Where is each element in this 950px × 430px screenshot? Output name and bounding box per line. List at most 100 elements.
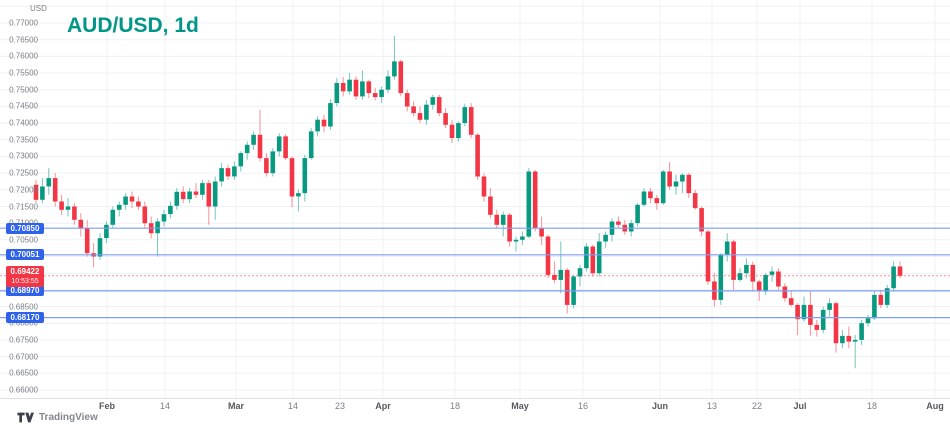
price-tick-label: 0.66000: [9, 385, 38, 395]
candle-body: [859, 323, 864, 340]
candle-body: [456, 123, 461, 139]
candle-body: [238, 153, 244, 167]
candle-body: [161, 214, 167, 222]
candle-body: [737, 273, 743, 280]
candle-body: [481, 176, 487, 197]
candle-body: [808, 304, 813, 325]
candle-body: [468, 107, 474, 135]
candle-body: [270, 151, 276, 174]
candle-body: [545, 236, 551, 275]
candle-body: [814, 324, 820, 330]
candle-body: [878, 294, 884, 305]
candle-body: [500, 214, 506, 225]
candle-body: [654, 198, 660, 204]
candle-body: [65, 206, 71, 210]
candle-body: [782, 286, 788, 299]
candle-body: [276, 136, 282, 152]
candle-body: [398, 61, 404, 94]
candle-body: [417, 113, 423, 120]
candle-body: [97, 238, 103, 257]
price-level-badge-70850: 0.70850: [6, 222, 44, 234]
price-tick-label: 0.67000: [9, 352, 38, 362]
candle-body: [328, 103, 333, 127]
price-tick-label: 0.74500: [9, 101, 38, 111]
price-level-badge-68970: 0.68970: [6, 285, 44, 297]
time-axis[interactable]: Feb 14 Mar 14 23 Apr 18 May 16 Jun 13 22 Jul 18 Aug: [0, 398, 950, 413]
time-tick-label: Feb: [98, 401, 116, 411]
candle-body: [200, 183, 205, 195]
price-level-badge-68170: 0.68170: [6, 312, 44, 324]
candle-body: [628, 223, 634, 232]
candle-body: [776, 271, 781, 287]
candle-body: [72, 206, 77, 220]
candle-body: [539, 228, 544, 237]
candle-body: [289, 158, 295, 197]
price-tick-label: 0.68000: [9, 318, 38, 328]
price-tick-label: 0.73000: [9, 151, 38, 161]
candle-body: [462, 107, 468, 124]
price-tick-label: 0.72500: [9, 168, 38, 178]
price-tick-label: 0.74000: [9, 118, 38, 128]
candle-body: [667, 171, 672, 187]
candle-body: [801, 304, 807, 320]
candle-countdown-timer: 10:53:55: [11, 278, 39, 286]
candle-body: [763, 274, 768, 292]
candle-body: [520, 236, 525, 240]
candle-body: [187, 191, 192, 200]
candle-body: [436, 97, 442, 114]
price-tick-label: 0.71500: [9, 202, 38, 211]
time-tick-label: 13: [706, 401, 718, 411]
candle-body: [891, 266, 896, 289]
candle-body: [686, 174, 692, 194]
candle-body: [680, 174, 685, 182]
candle-body: [718, 254, 724, 300]
candle-body: [264, 158, 269, 174]
candle-body: [744, 264, 749, 274]
time-tick-label: May: [511, 401, 529, 411]
candle-body: [142, 206, 148, 224]
price-axis[interactable]: 0.77000 0.76500 0.76000 0.75500 0.75000 0.745…: [0, 0, 46, 398]
tradingview-branding[interactable]: TradingView: [17, 412, 98, 423]
candle-body: [840, 335, 845, 344]
candle-body: [558, 269, 564, 280]
candle-body: [308, 131, 314, 159]
candle-body: [897, 266, 903, 276]
candle-body: [750, 264, 756, 282]
time-tick-label: Apr: [375, 401, 391, 411]
candle-body: [296, 193, 301, 197]
price-tick-label: 0.76500: [9, 35, 38, 45]
candle-body: [104, 224, 109, 239]
candle-body: [366, 81, 372, 94]
candle-body: [52, 178, 58, 202]
candle-body: [136, 201, 141, 207]
candle-body: [641, 191, 647, 205]
candle-body: [596, 241, 602, 274]
candle-body: [724, 241, 730, 255]
time-tick-label: Mar: [227, 401, 245, 411]
price-tick-label: 0.75500: [9, 68, 38, 78]
candle-body: [219, 168, 224, 182]
candle-body: [411, 106, 416, 114]
candle-body: [443, 113, 448, 125]
candle-body: [174, 191, 180, 206]
candle-body: [340, 83, 346, 92]
candle-body: [404, 93, 410, 107]
candle-body: [315, 119, 320, 132]
candle-body: [212, 181, 218, 207]
candle-body: [225, 168, 231, 177]
candle-body: [884, 288, 890, 305]
candle-body: [756, 281, 762, 292]
candle-body: [110, 209, 116, 225]
candle-body: [244, 144, 250, 154]
candle-body: [584, 246, 589, 269]
candle-body: [820, 309, 826, 330]
candle-body: [449, 124, 455, 138]
candle-body: [590, 246, 596, 274]
candle-body: [513, 239, 519, 242]
candle-body: [731, 241, 736, 280]
candle-body: [846, 335, 852, 342]
candle-body: [532, 171, 538, 229]
time-tick-label: Jun: [651, 401, 669, 411]
